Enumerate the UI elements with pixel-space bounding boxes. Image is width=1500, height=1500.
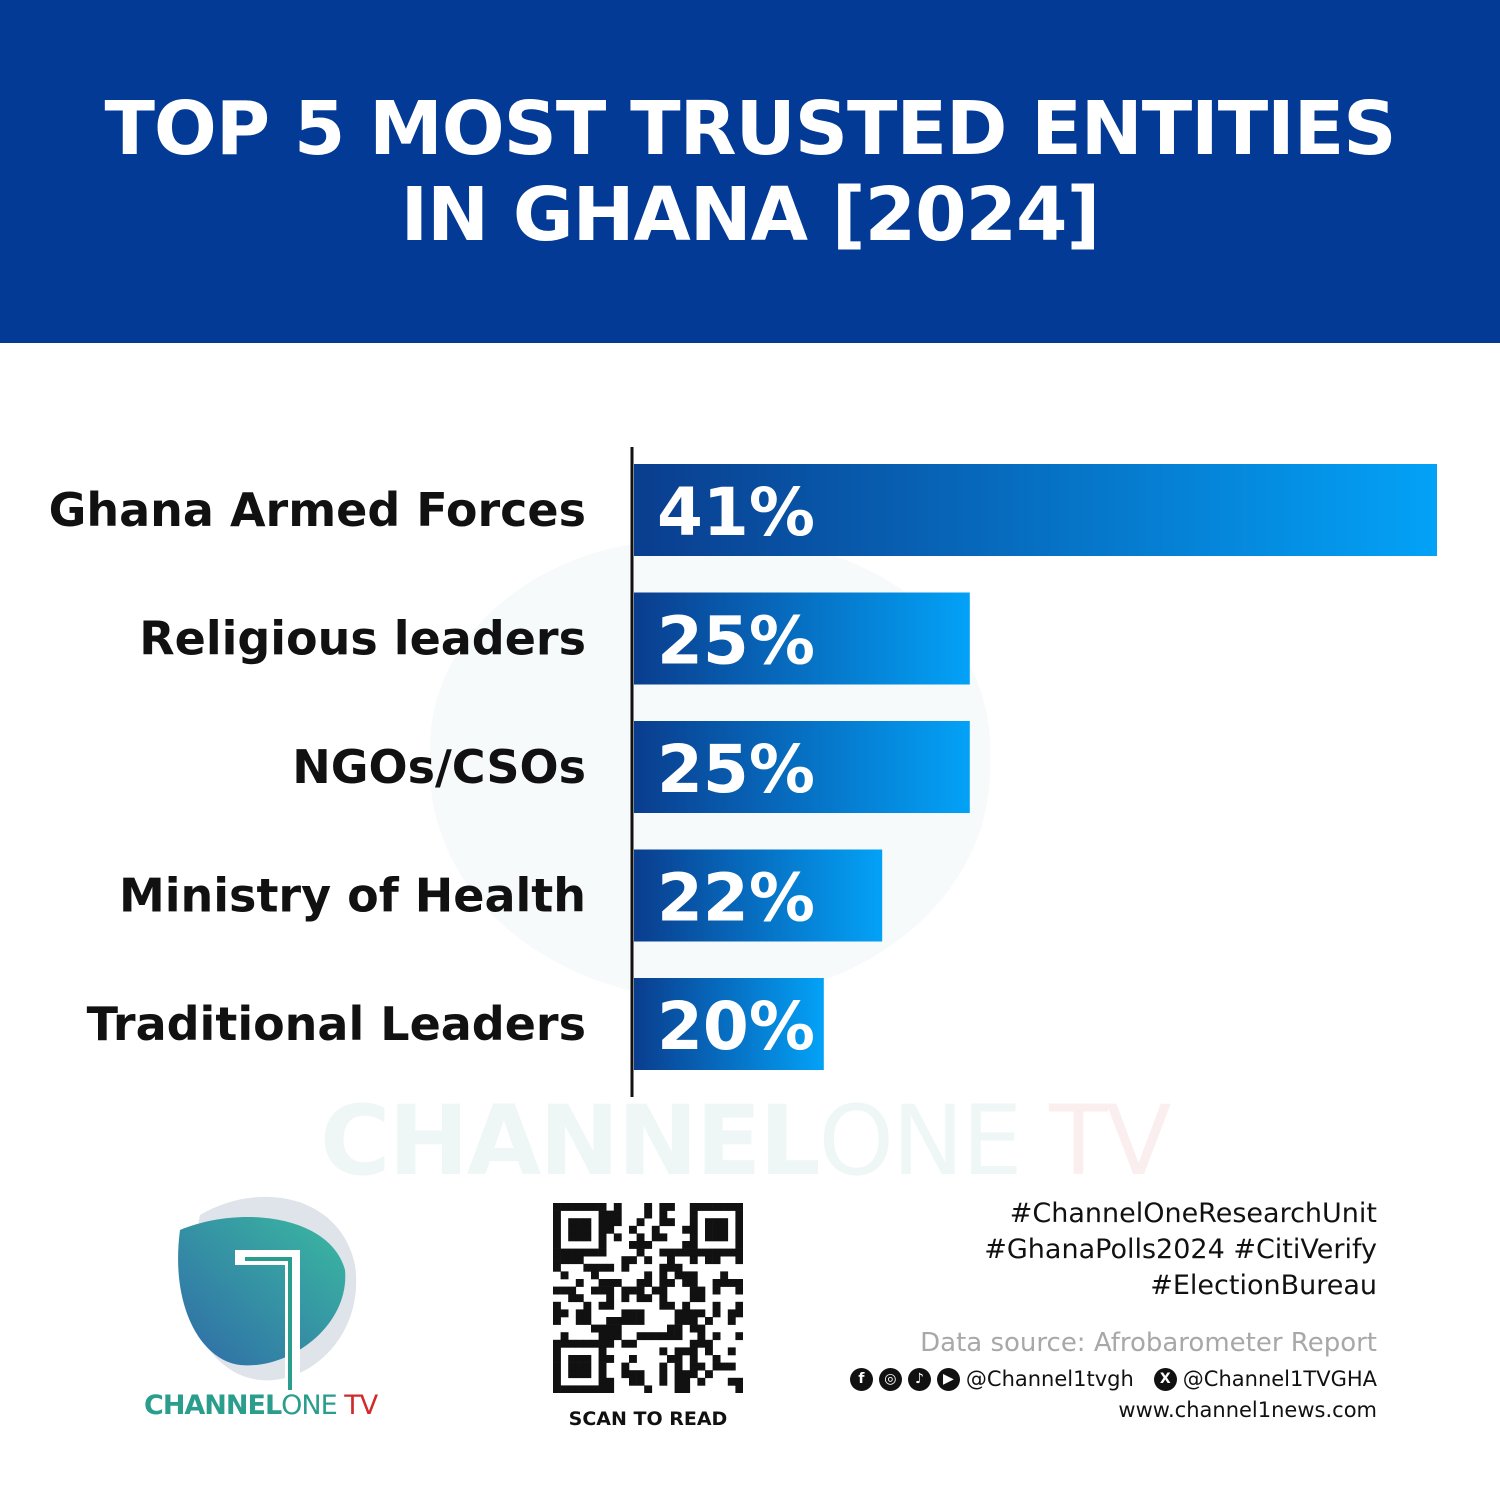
category-label: Religious leaders (139, 612, 586, 666)
handle-social: @Channel1tvgh (965, 1367, 1134, 1391)
watermark-text: CHANNELONE TV (320, 1085, 1171, 1197)
title-line-1: TOP 5 MOST TRUSTED ENTITIES (104, 85, 1396, 172)
channel-one-logo (178, 1196, 357, 1390)
bar (634, 464, 1437, 556)
bar-value-label: 22% (657, 860, 815, 937)
qr-code[interactable] (553, 1203, 743, 1393)
bar (634, 592, 970, 685)
bar (634, 849, 883, 942)
bar-value-label: 25% (657, 603, 815, 680)
title-line-2: IN GHANA [2024] (400, 171, 1101, 258)
bar (634, 721, 970, 813)
hashtag-line: #ElectionBureau (1150, 1270, 1377, 1301)
data-source: Data source: Afrobarometer Report (920, 1328, 1377, 1358)
facebook-icon[interactable]: f (849, 1367, 873, 1391)
bar-value-label: 20% (657, 988, 815, 1065)
website: www.channel1news.com (1118, 1398, 1377, 1422)
category-label: Ghana Armed Forces (49, 483, 586, 537)
bar-value-label: 25% (657, 731, 815, 808)
category-label: Traditional Leaders (87, 997, 586, 1051)
instagram-icon[interactable]: ◎ (878, 1367, 902, 1391)
bar-value-label: 41% (657, 474, 815, 551)
bar (634, 978, 824, 1070)
header-banner: TOP 5 MOST TRUSTED ENTITIES IN GHANA [20… (0, 0, 1500, 343)
hashtags: #ChannelOneResearchUnit #GhanaPolls2024 … (984, 1196, 1377, 1304)
tiktok-icon[interactable]: ♪ (907, 1367, 931, 1391)
x-icon[interactable]: X (1153, 1367, 1177, 1391)
hashtag-line: #ChannelOneResearchUnit (1009, 1198, 1377, 1229)
social-handles: f ◎ ♪ ▶ @Channel1tvgh X @Channel1TVGHA (849, 1367, 1377, 1391)
youtube-icon[interactable]: ▶ (936, 1367, 960, 1391)
handle-x: @Channel1TVGHA (1182, 1367, 1377, 1391)
category-label: Ministry of Health (119, 869, 586, 923)
bar-chart: 41% Ghana Armed Forces 25% Religious leader… (49, 447, 1437, 1097)
category-label: NGOs/CSOs (292, 740, 586, 794)
qr-label: SCAN TO READ (568, 1408, 728, 1430)
logo-wordmark: CHANNELONE TV (144, 1390, 378, 1421)
hashtag-line: #GhanaPolls2024 #CitiVerify (984, 1234, 1377, 1265)
